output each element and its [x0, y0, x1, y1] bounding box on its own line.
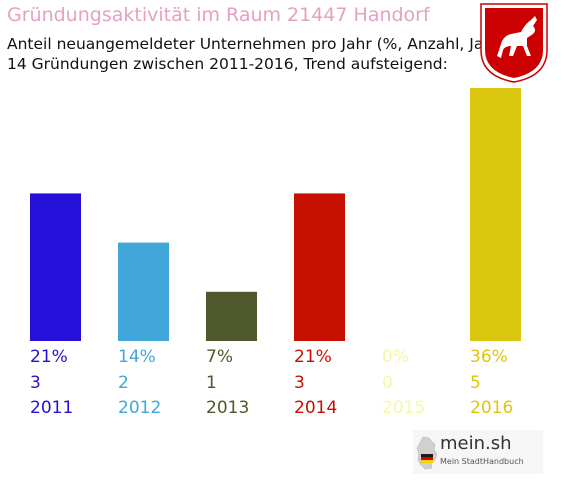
percent-label-2015: 0%	[382, 347, 409, 367]
bar-2016	[470, 88, 521, 341]
percent-label-2016: 36%	[470, 347, 508, 367]
count-label-2013: 1	[206, 373, 217, 393]
bar-2011	[30, 193, 81, 341]
year-label-2015: 2015	[382, 398, 426, 418]
brand-name: mein.sh	[440, 433, 512, 454]
year-label-2013: 2013	[206, 398, 250, 418]
chart-title: Gründungsaktivität im Raum 21447 Handorf	[7, 4, 430, 26]
percent-label-2014: 21%	[294, 347, 332, 367]
count-label-2014: 3	[294, 373, 305, 393]
crest-icon	[480, 3, 548, 83]
chart-subtitle-line2: 14 Gründungen zwischen 2011-2016, Trend …	[7, 55, 448, 73]
count-label-2011: 3	[30, 373, 41, 393]
year-label-2016: 2016	[470, 398, 514, 418]
bar-2014	[294, 193, 345, 341]
year-label-2014: 2014	[294, 398, 338, 418]
percent-label-2012: 14%	[118, 347, 156, 367]
count-label-2016: 5	[470, 373, 481, 393]
bar-2013	[206, 291, 257, 341]
count-label-2012: 2	[118, 373, 129, 393]
brand-badge: mein.sh Mein StadtHandbuch	[413, 430, 543, 474]
year-label-2011: 2011	[30, 398, 74, 418]
chart-subtitle-line1: Anteil neuangemeldeter Unternehmen pro J…	[7, 35, 506, 53]
percent-label-2011: 21%	[30, 347, 68, 367]
percent-label-2013: 7%	[206, 347, 233, 367]
germany-map-icon	[416, 436, 438, 470]
count-label-2015: 0	[382, 373, 393, 393]
brand-tagline: Mein StadtHandbuch	[440, 457, 524, 466]
year-label-2012: 2012	[118, 398, 162, 418]
bar-2012	[118, 242, 169, 341]
